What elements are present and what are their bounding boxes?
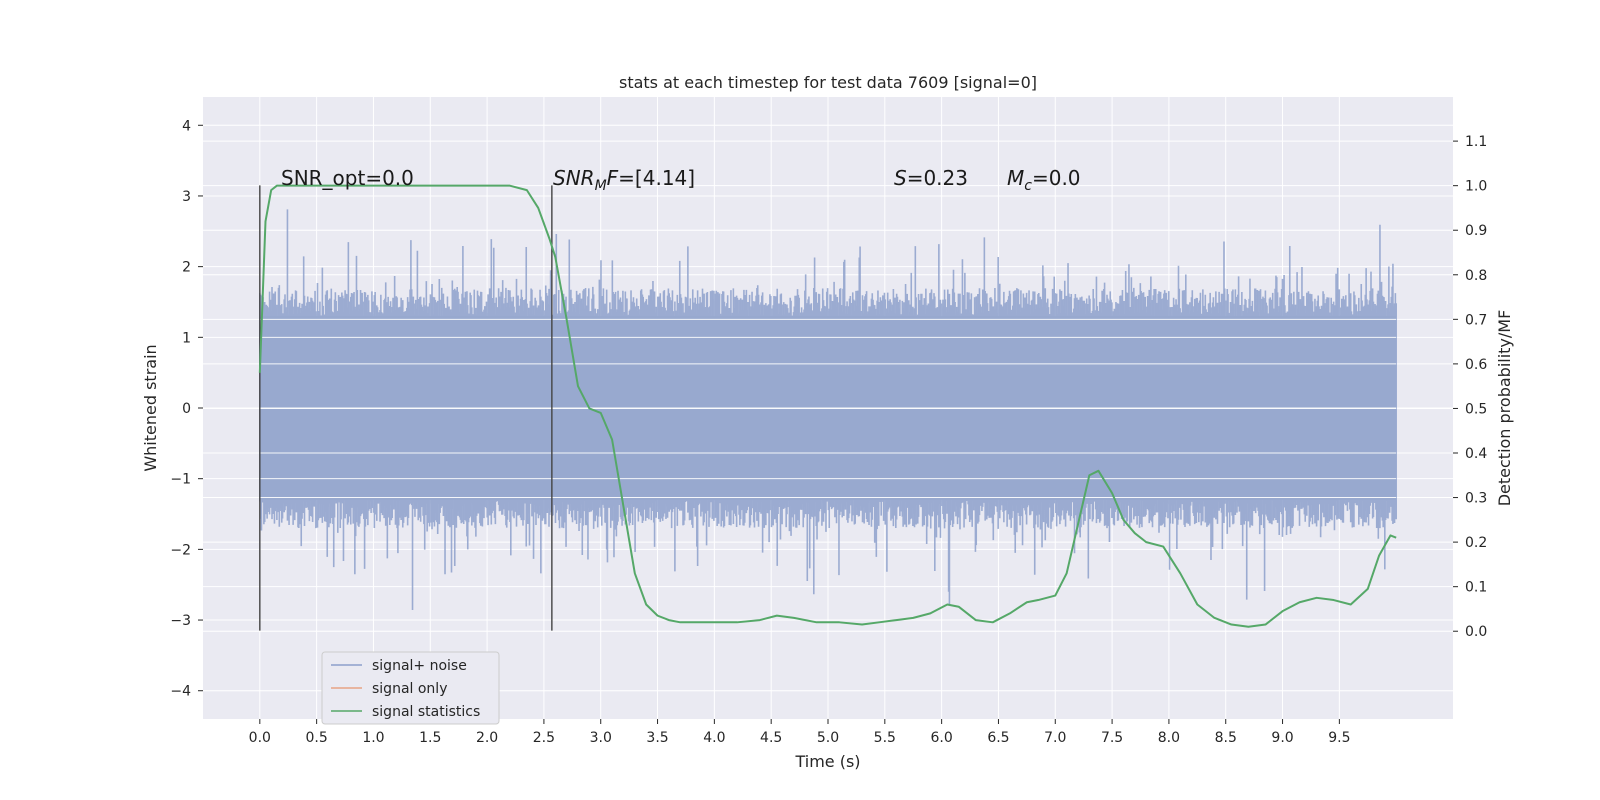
y-tick-label: 1	[182, 330, 191, 346]
x-tick-label: 7.5	[1101, 730, 1123, 746]
y2-tick-label: 0.5	[1465, 401, 1487, 417]
y-tick-label: −4	[170, 684, 191, 700]
y2-tick-label: 1.0	[1465, 179, 1487, 195]
y-tick-label: −2	[170, 542, 191, 558]
y2-axis-ticks: 1.1 1.0 0.9 0.8 0.7 0.6 0.5 0.4 0.3 0.2 0.1 0.0	[1453, 134, 1487, 640]
s-value: =0.23	[907, 166, 968, 190]
x-tick-label: 2.5	[533, 730, 555, 746]
legend-label-signal-only: signal only	[372, 681, 447, 697]
y-tick-label: 4	[182, 118, 191, 134]
y2-tick-label: 0.4	[1465, 446, 1487, 462]
y2-tick-label: 0.7	[1465, 312, 1487, 328]
annotation-snr-mf: SNRMF=[4.14]	[553, 166, 695, 194]
legend-label-signal-statistics: signal statistics	[372, 704, 480, 720]
annotation-mc: Mc=0.0	[1007, 166, 1081, 194]
y-axis-label: Whitened strain	[141, 344, 160, 471]
mc-symbol: M	[1007, 166, 1024, 190]
x-tick-label: 8.0	[1158, 730, 1180, 746]
legend: signal+ noise signal only signal statist…	[321, 651, 500, 725]
y-tick-label: −3	[170, 613, 191, 629]
annotation-snr-opt: SNR_opt=0.0	[281, 166, 414, 190]
snr-mf-suffix: F	[607, 166, 619, 190]
x-tick-label: 8.5	[1215, 730, 1237, 746]
y-tick-label: −1	[170, 472, 191, 488]
legend-box	[321, 651, 500, 725]
x-tick-label: 3.5	[646, 730, 668, 746]
x-tick-label: 1.0	[362, 730, 384, 746]
x-tick-label: 9.0	[1271, 730, 1293, 746]
x-tick-label: 0.0	[249, 730, 271, 746]
x-tick-label: 4.5	[760, 730, 782, 746]
y2-tick-label: 0.8	[1465, 268, 1487, 284]
y2-tick-label: 0.9	[1465, 223, 1487, 239]
statistics-series	[258, 184, 1397, 628]
snr-mf-value: =[4.14]	[618, 166, 695, 190]
y2-tick-label: 0.0	[1465, 624, 1487, 640]
x-tick-label: 5.5	[874, 730, 896, 746]
snr-mf-subscript: M	[595, 178, 607, 194]
y2-tick-label: 0.6	[1465, 357, 1487, 373]
mc-subscript: c	[1024, 178, 1032, 194]
snr-mf-symbol: SNR	[553, 166, 595, 190]
x-tick-label: 2.0	[476, 730, 498, 746]
x-tick-label: 6.0	[931, 730, 953, 746]
statistics-line	[258, 184, 1397, 628]
y2-tick-label: 1.1	[1465, 134, 1487, 150]
y-tick-label: 3	[182, 189, 191, 205]
x-tick-label: 4.0	[703, 730, 725, 746]
y2-tick-label: 0.2	[1465, 535, 1487, 551]
y2-axis-label: Detection probability/MF	[1495, 310, 1514, 507]
mc-value: =0.0	[1032, 166, 1081, 190]
y-axis-ticks: 4 3 2 1 0 −1 −2 −3 −4	[170, 118, 203, 700]
x-axis-ticks: 0.0 0.5 1.0 1.5 2.0 2.5 3.0 3.5 4.0 4.5 5.0 5.5 6.0 6…	[249, 719, 1350, 746]
s-symbol: S	[894, 166, 907, 190]
x-tick-label: 3.0	[590, 730, 612, 746]
chart-title: stats at each timestep for test data 760…	[619, 73, 1037, 92]
noise-series	[259, 209, 1397, 611]
y-tick-label: 2	[182, 260, 191, 276]
annotation-s: S=0.23	[894, 166, 968, 190]
y2-tick-label: 0.3	[1465, 491, 1487, 507]
x-tick-label: 9.5	[1328, 730, 1350, 746]
vertical-markers	[259, 185, 553, 631]
x-tick-label: 7.0	[1044, 730, 1066, 746]
x-tick-label: 5.0	[817, 730, 839, 746]
x-tick-label: 6.5	[987, 730, 1009, 746]
legend-label-signal-noise: signal+ noise	[372, 658, 467, 674]
x-tick-label: 1.5	[419, 730, 441, 746]
x-axis-label: Time (s)	[794, 752, 860, 771]
y-tick-label: 0	[182, 401, 191, 417]
y2-tick-label: 0.1	[1465, 580, 1487, 596]
x-tick-label: 0.5	[306, 730, 328, 746]
